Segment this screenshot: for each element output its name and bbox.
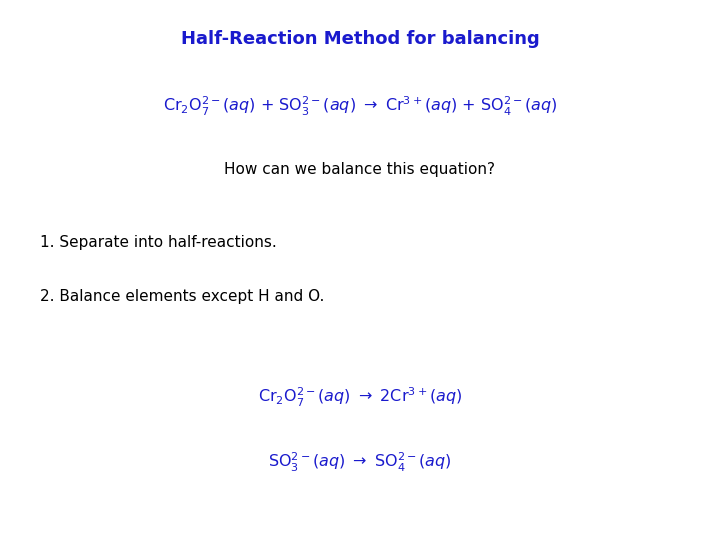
Text: Cr$_2$O$_7^{2-}$($aq$) + SO$_3^{2-}$($aq$) $\rightarrow$ Cr$^{3+}$($aq$) + SO$_4: Cr$_2$O$_7^{2-}$($aq$) + SO$_3^{2-}$($aq… [163, 94, 557, 118]
Text: How can we balance this equation?: How can we balance this equation? [225, 162, 495, 177]
Text: SO$_3^{2-}$($aq$) $\rightarrow$ SO$_4^{2-}$($aq$): SO$_3^{2-}$($aq$) $\rightarrow$ SO$_4^{2… [268, 451, 452, 474]
Text: 1. Separate into half-reactions.: 1. Separate into half-reactions. [40, 235, 276, 250]
Text: Cr$_2$O$_7^{2-}$($aq$) $\rightarrow$ 2Cr$^{3+}$($aq$): Cr$_2$O$_7^{2-}$($aq$) $\rightarrow$ 2Cr… [258, 386, 462, 409]
Text: Half-Reaction Method for balancing: Half-Reaction Method for balancing [181, 30, 539, 48]
Text: 2. Balance elements except H and O.: 2. Balance elements except H and O. [40, 289, 324, 304]
